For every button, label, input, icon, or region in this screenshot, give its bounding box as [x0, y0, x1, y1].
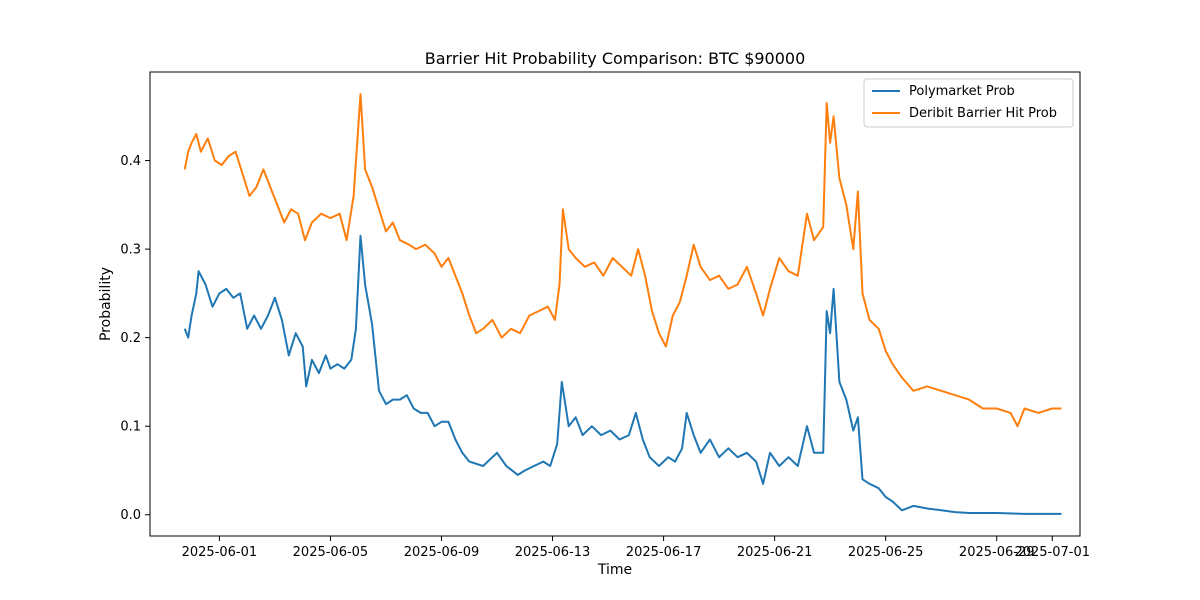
y-axis: 0.0 0.1 0.2 0.3 0.4	[120, 154, 150, 523]
x-tick-label: 2025-07-01	[1014, 545, 1090, 560]
x-tick-label: 2025-06-25	[848, 545, 924, 560]
plot-frame	[149, 71, 1081, 537]
y-tick-label: 0.3	[120, 243, 141, 258]
x-tick-label: 2025-06-01	[182, 545, 258, 560]
x-tick-label: 2025-06-13	[515, 545, 591, 560]
x-tick-label: 2025-06-09	[404, 545, 480, 560]
x-tick-label: 2025-06-29	[959, 545, 1035, 560]
legend-label-polymarket: Polymarket Prob	[909, 84, 1015, 99]
series-line-deribit-barrier-hit-prob	[183, 93, 1062, 428]
y-tick-label: 0.1	[120, 420, 141, 435]
y-tick-label: 0.4	[120, 154, 141, 169]
x-tick-label: 2025-06-17	[626, 545, 702, 560]
plot-area	[149, 71, 1081, 537]
series-layer	[183, 93, 1062, 515]
x-tick-label: 2025-06-05	[293, 545, 369, 560]
legend-box	[863, 78, 1074, 128]
series-line-polymarket-prob	[183, 234, 1062, 515]
legend-label-deribit: Deribit Barrier Hit Prob	[909, 106, 1057, 121]
legend: Polymarket Prob Deribit Barrier Hit Prob	[863, 78, 1074, 128]
y-tick-label: 0.0	[120, 508, 141, 523]
chart-title: Barrier Hit Probability Comparison: BTC …	[425, 49, 806, 68]
x-axis: 2025-06-01 2025-06-05 2025-06-09 2025-06-13…	[182, 536, 1090, 560]
y-axis-label: Probability	[98, 267, 114, 341]
x-tick-label: 2025-06-21	[737, 545, 813, 560]
x-axis-label: Time	[597, 562, 632, 578]
y-tick-label: 0.2	[120, 331, 141, 346]
